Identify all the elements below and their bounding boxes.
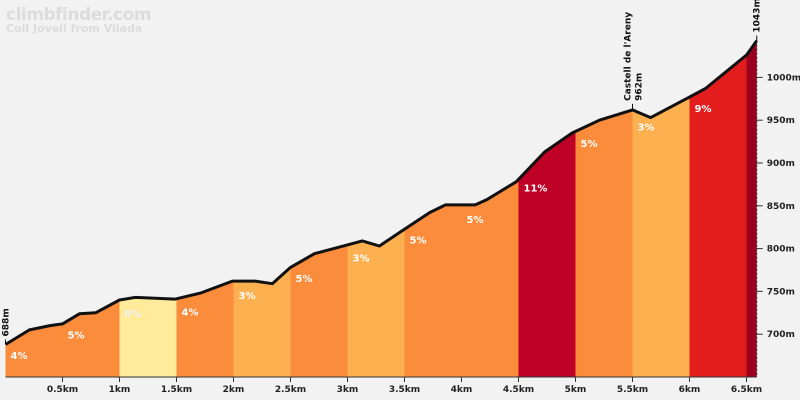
x-tick-label: 1.5km — [161, 385, 192, 395]
x-tick-label: 4.5km — [503, 385, 534, 395]
grade-label: 5% — [68, 331, 85, 342]
x-tick-label: 6.5km — [731, 385, 762, 395]
y-tick-label: 1000m — [767, 73, 800, 83]
y-tick-label: 850m — [767, 202, 795, 212]
segment-bar — [5, 40, 63, 377]
site-watermark: climbfinder.com — [6, 5, 152, 25]
grade-label: 11% — [524, 183, 548, 194]
y-tick-label: 800m — [767, 245, 795, 255]
segment-bar — [689, 40, 747, 377]
segments — [5, 40, 757, 377]
segment-bar — [347, 40, 405, 377]
y-tick-label: 950m — [767, 116, 795, 126]
grade-label: 4% — [182, 307, 199, 318]
grade-label: 5% — [296, 274, 313, 285]
x-tick-label: 2.5km — [275, 385, 306, 395]
grade-label: 3% — [353, 253, 370, 264]
segment-bar — [119, 40, 177, 377]
grade-label: 9% — [695, 104, 712, 115]
y-tick-label: 750m — [767, 287, 795, 297]
start-elevation-label: 688m — [2, 308, 12, 336]
segment-bar — [632, 40, 690, 377]
poi-elevation-label: 962m — [635, 73, 645, 101]
grade-label: 0% — [125, 309, 142, 320]
x-tick-label: 5km — [565, 385, 587, 395]
x-tick-label: 5.5km — [617, 385, 648, 395]
segment-bar — [746, 40, 757, 377]
grade-label: 5% — [467, 215, 484, 226]
x-tick-label: 3.5km — [389, 385, 420, 395]
grade-label: 5% — [410, 236, 427, 247]
grade-label: 3% — [638, 122, 655, 133]
x-tick-label: 4km — [451, 385, 473, 395]
x-tick-label: 1km — [109, 385, 131, 395]
segment-bar — [233, 40, 291, 377]
climb-title: Coll Jovell from Vilada — [6, 22, 143, 35]
y-tick-label: 900m — [767, 159, 795, 169]
segment-bar — [176, 40, 234, 377]
segment-bar — [404, 40, 462, 377]
segment-bar — [290, 40, 348, 377]
grade-label: 3% — [239, 291, 256, 302]
y-tick-label: 700m — [767, 330, 795, 340]
x-tick-label: 0.5km — [47, 385, 78, 395]
x-tick-label: 3km — [337, 385, 359, 395]
summit-elevation-label: 1043m — [753, 0, 763, 33]
grade-label: 5% — [581, 139, 598, 150]
x-tick-label: 6km — [679, 385, 701, 395]
segment-bar — [461, 40, 519, 377]
poi-name-label: Castell de l'Areny — [624, 12, 634, 101]
x-tick-label: 2km — [223, 385, 245, 395]
grade-label: 4% — [11, 351, 28, 362]
profile-line — [4, 39, 759, 346]
